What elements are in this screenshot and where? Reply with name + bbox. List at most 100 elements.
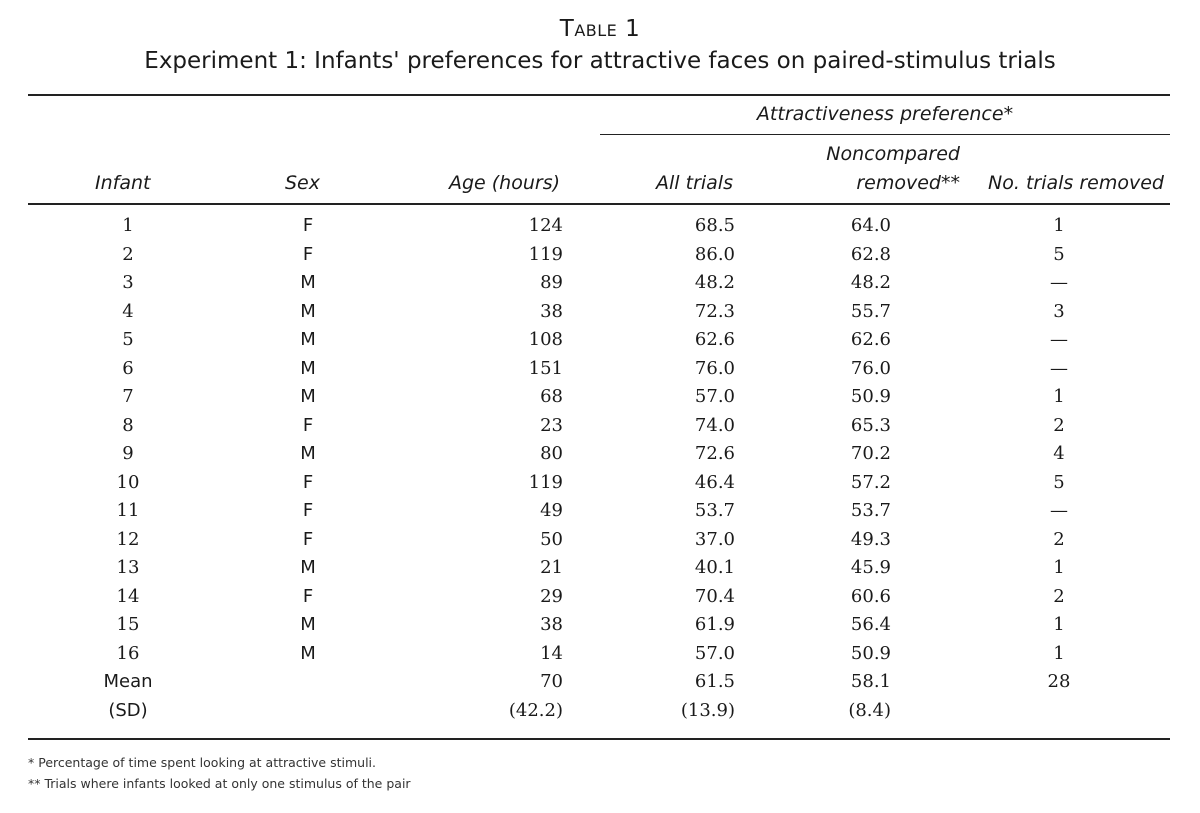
cell-sex: F [302, 471, 314, 493]
sd-all-trials: (13.9) [680, 699, 735, 721]
cell-sex: M [300, 614, 316, 635]
cell-sex: F [302, 414, 314, 436]
table-row: 8 F 23 74.0 65.3 2 [28, 412, 1170, 441]
cell-noncompared: 76.0 [850, 357, 891, 379]
cell-all-trials: 86.0 [694, 243, 735, 265]
sd-age: (42.2) [508, 699, 563, 721]
cell-sex: F [302, 528, 314, 550]
footnote-1: * Percentage of time spent looking at at… [28, 755, 377, 770]
cell-sex: M [300, 557, 316, 578]
data-table: 1 F 124 68.5 64.0 1 2 F 119 86.0 62.8 5 3 M 89 48.2 48… [28, 212, 1170, 725]
cell-trials-removed: 2 [1053, 585, 1065, 607]
cell-trials-removed: — [1050, 329, 1068, 350]
cell-trials-removed: 2 [1053, 528, 1065, 550]
cell-sex: M [300, 300, 316, 322]
group-header-attractiveness: Attractiveness preference* [756, 103, 1014, 125]
cell-infant: 13 [116, 557, 140, 578]
cell-age: 49 [540, 500, 563, 521]
header-rule [28, 203, 1170, 205]
cell-age: 119 [528, 243, 563, 265]
table-row: 16 M 14 57.0 50.9 1 [28, 640, 1170, 669]
cell-trials-removed: 3 [1053, 300, 1065, 322]
cell-infant: 16 [116, 642, 140, 664]
cell-noncompared: 57.2 [850, 471, 891, 493]
cell-all-trials: 74.0 [694, 414, 735, 436]
cell-all-trials: 76.0 [694, 357, 735, 379]
cell-infant: 5 [122, 329, 134, 350]
mean-all-trials: 61.5 [694, 671, 735, 692]
cell-trials-removed: — [1050, 500, 1068, 521]
cell-age: 38 [540, 300, 563, 322]
cell-infant: 12 [116, 528, 140, 550]
mean-label: Mean [103, 671, 153, 692]
bottom-rule [28, 738, 1170, 740]
header-age: Age (hours) [448, 172, 560, 194]
cell-sex: M [300, 357, 316, 379]
table-row: 6 M 151 76.0 76.0 — [28, 355, 1170, 384]
cell-all-trials: 61.9 [694, 614, 735, 635]
cell-noncompared: 48.2 [850, 272, 891, 293]
total-trials-removed: 28 [1047, 671, 1071, 692]
header-noncompared-line1: Noncompared [826, 143, 960, 165]
cell-sex: F [302, 243, 314, 265]
cell-all-trials: 46.4 [694, 471, 735, 493]
cell-infant: 3 [122, 272, 134, 293]
table-row: 1 F 124 68.5 64.0 1 [28, 212, 1170, 241]
cell-noncompared: 62.8 [850, 243, 891, 265]
cell-age: 38 [540, 614, 563, 635]
cell-trials-removed: — [1050, 272, 1068, 293]
cell-trials-removed: 5 [1053, 243, 1065, 265]
table-row: 7 M 68 57.0 50.9 1 [28, 383, 1170, 412]
cell-infant: 4 [122, 300, 134, 322]
cell-noncompared: 65.3 [850, 414, 891, 436]
mean-row: Mean 70 61.5 58.1 28 [28, 668, 1170, 697]
cell-trials-removed: 5 [1053, 471, 1065, 493]
cell-sex: F [302, 215, 314, 236]
cell-all-trials: 72.6 [694, 443, 735, 464]
table-row: 14 F 29 70.4 60.6 2 [28, 583, 1170, 612]
cell-trials-removed: 1 [1053, 557, 1065, 578]
header-all-trials: All trials [656, 172, 733, 194]
cell-age: 124 [528, 215, 563, 236]
cell-all-trials: 57.0 [694, 642, 735, 664]
header-trials-removed: No. trials removed [988, 172, 1164, 194]
cell-sex: M [300, 329, 316, 350]
cell-noncompared: 70.2 [850, 443, 891, 464]
cell-noncompared: 56.4 [850, 614, 891, 635]
cell-infant: 7 [122, 386, 134, 407]
cell-noncompared: 50.9 [850, 386, 891, 407]
cell-age: 151 [528, 357, 563, 379]
cell-trials-removed: — [1050, 357, 1068, 379]
cell-infant: 15 [116, 614, 140, 635]
footnote-2: ** Trials where infants looked at only o… [28, 776, 411, 791]
cell-noncompared: 53.7 [850, 500, 891, 521]
table-label: Table 1 [559, 16, 641, 42]
cell-age: 21 [540, 557, 563, 578]
table-row: 3 M 89 48.2 48.2 — [28, 269, 1170, 298]
cell-trials-removed: 1 [1053, 215, 1065, 236]
cell-infant: 8 [122, 414, 134, 436]
group-rule [600, 134, 1170, 135]
cell-sex: M [300, 642, 316, 664]
header-sex: Sex [285, 172, 320, 194]
cell-trials-removed: 1 [1053, 614, 1065, 635]
cell-all-trials: 72.3 [694, 300, 735, 322]
table-body: 1 F 124 68.5 64.0 1 2 F 119 86.0 62.8 5 3 M 89 48.2 48… [28, 212, 1170, 725]
cell-trials-removed: 4 [1053, 443, 1065, 464]
header-noncompared: Noncompared removed** [780, 140, 960, 198]
cell-noncompared: 60.6 [850, 585, 891, 607]
cell-noncompared: 45.9 [850, 557, 891, 578]
cell-noncompared: 55.7 [850, 300, 891, 322]
cell-noncompared: 62.6 [850, 329, 891, 350]
cell-sex: M [300, 443, 316, 464]
table-row: 12 F 50 37.0 49.3 2 [28, 526, 1170, 555]
table-row: 13 M 21 40.1 45.9 1 [28, 554, 1170, 583]
cell-sex: M [300, 272, 316, 293]
cell-age: 119 [528, 471, 563, 493]
cell-all-trials: 48.2 [694, 272, 735, 293]
mean-age: 70 [540, 671, 563, 692]
cell-all-trials: 53.7 [694, 500, 735, 521]
cell-infant: 2 [122, 243, 134, 265]
cell-all-trials: 68.5 [694, 215, 735, 236]
